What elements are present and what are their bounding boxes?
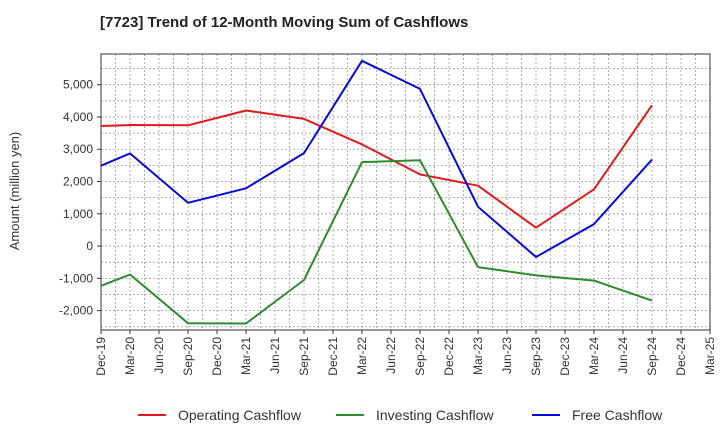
chart-title: [7723] Trend of 12-Month Moving Sum of C… — [100, 14, 469, 31]
x-tick-label: Sep-23 — [529, 337, 543, 376]
legend-label-free-cashflow: Free Cashflow — [572, 407, 663, 423]
legend: Operating Cashflow Investing Cashflow Free… — [138, 407, 663, 423]
y-tick-label: -2,000 — [59, 304, 93, 318]
y-tick-label: 5,000 — [63, 78, 93, 92]
y-tick-label: 1,000 — [63, 207, 93, 221]
x-tick-label: Mar-25 — [703, 337, 717, 375]
x-tick-label: Mar-22 — [355, 337, 369, 375]
grid — [101, 54, 710, 330]
x-tick-label: Dec-24 — [674, 337, 688, 376]
y-tick-label: 2,000 — [63, 175, 93, 189]
series-line-investing-cashflow — [100, 159, 653, 325]
x-tick-label: Sep-21 — [297, 337, 311, 376]
x-tick-label: Mar-21 — [239, 337, 253, 375]
x-tick-label: Jun-22 — [384, 337, 398, 374]
x-tick-label: Jun-23 — [500, 337, 514, 374]
legend-label-investing-cashflow: Investing Cashflow — [376, 407, 494, 423]
series-lines — [100, 59, 653, 325]
x-tick-label: Dec-21 — [326, 337, 340, 376]
x-tick-label: Jun-20 — [152, 337, 166, 374]
x-axis: Dec-19 Mar-20 Jun-20 Sep-20 Dec-20 Mar-21 Jun-… — [94, 330, 717, 376]
x-tick-label: Dec-19 — [94, 337, 108, 376]
x-tick-label: Jun-21 — [268, 337, 282, 374]
series-line-operating-cashflow — [100, 104, 653, 229]
x-tick-label: Dec-23 — [558, 337, 572, 376]
y-axis: -2,000 -1,000 0 1,000 2,000 3,000 4,000 5,000 — [59, 78, 101, 318]
x-tick-label: Jun-24 — [616, 337, 630, 374]
x-tick-label: Sep-24 — [645, 337, 659, 376]
x-tick-label: Dec-20 — [210, 337, 224, 376]
plot-frame — [100, 53, 711, 331]
y-axis-label: Amount (million yen) — [7, 132, 22, 251]
x-tick-label: Sep-22 — [413, 337, 427, 376]
x-tick-label: Sep-20 — [181, 337, 195, 376]
y-tick-label: -1,000 — [59, 271, 93, 285]
x-tick-label: Mar-24 — [587, 337, 601, 375]
legend-label-operating-cashflow: Operating Cashflow — [178, 407, 302, 423]
y-tick-label: 0 — [86, 239, 93, 253]
x-tick-label: Dec-22 — [442, 337, 456, 376]
x-tick-label: Mar-23 — [471, 337, 485, 375]
y-tick-label: 3,000 — [63, 142, 93, 156]
x-tick-label: Mar-20 — [123, 337, 137, 375]
y-tick-label: 4,000 — [63, 110, 93, 124]
series-line-free-cashflow — [100, 59, 653, 258]
